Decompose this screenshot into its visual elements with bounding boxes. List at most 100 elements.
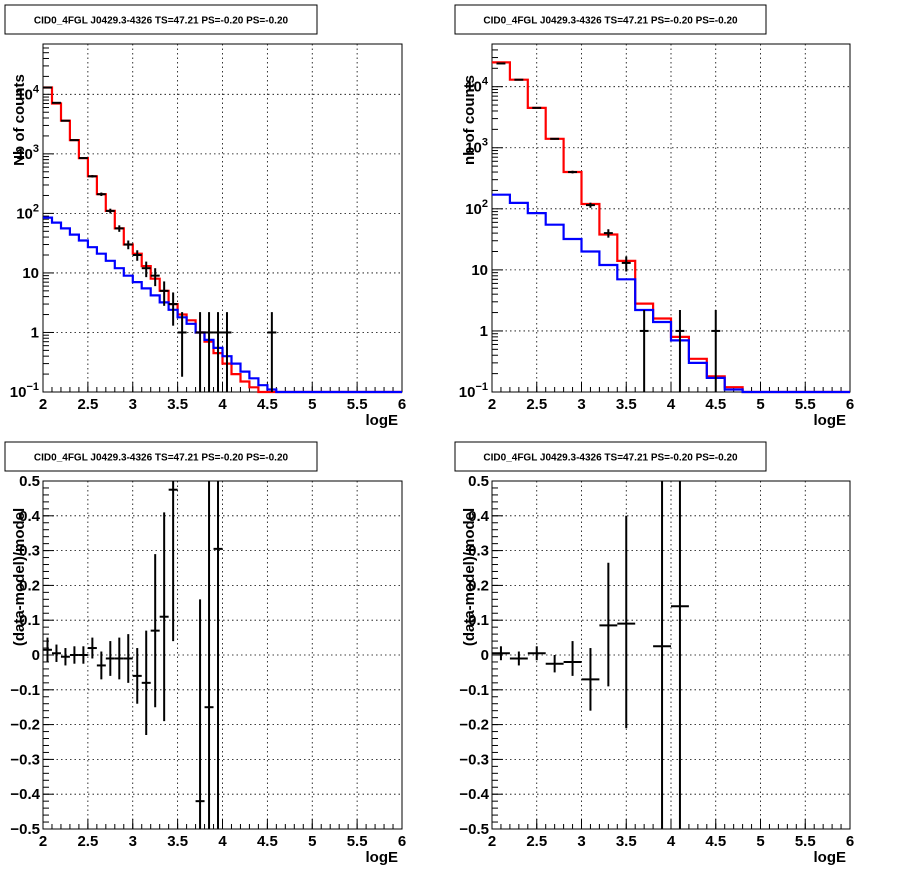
data-point [492,646,510,661]
data-point [150,268,160,287]
data-point [69,646,79,664]
y-tick-label: −0.3 [459,751,489,768]
data-point [585,202,595,208]
chart-title-box [4,4,318,35]
chart-title: CID0_4FGL J0429.3-4326 TS=47.21 PS=-0.20… [34,453,289,464]
x-tick-label: 5 [308,396,316,413]
x-tick-label: 6 [398,396,406,413]
chart-title: CID0_4FGL J0429.3-4326 TS=47.21 PS=-0.20… [483,16,738,27]
data-point [568,170,578,174]
x-tick-label: 3 [129,833,137,850]
data-point [599,562,618,687]
data-point [141,261,151,278]
y-tick-label: −0.4 [10,786,40,803]
y-tick-label: −0.5 [10,821,40,838]
y-tick-label: 0.4 [19,508,41,525]
data-point [150,554,160,708]
data-point [509,651,528,666]
data-point [159,512,169,722]
data-point [581,648,600,711]
data-point [532,106,542,109]
chart-1: CID0_4FGL J0429.3-4326 TS=47.21 PS=-0.20… [4,4,406,429]
data-point [195,312,205,392]
x-axis-label: logE [366,849,399,866]
x-tick-label: 2.5 [526,396,547,413]
x-tick-label: 4.5 [705,396,726,413]
data-point [78,157,88,160]
y-axis-label: (data-model)/model [461,508,478,646]
data-point [60,119,70,122]
y-tick-label: −0.2 [459,717,489,734]
x-tick-label: 5.5 [347,833,368,850]
y-tick-label: 10−1 [459,381,488,401]
x-tick-label: 4 [218,396,227,413]
y-tick-label: 1 [31,324,39,341]
plot-frame [491,480,851,830]
chart-3: CID0_4FGL J0429.3-4326 TS=47.21 PS=-0.20… [4,441,406,866]
plot-frame [42,480,403,830]
data-point [105,208,115,214]
x-tick-label: 6 [846,833,854,850]
data-point [87,175,97,178]
y-axis-label: (data-model)/model [11,508,28,646]
y-tick-label: 0.1 [19,612,40,629]
chart-title-box [4,441,318,472]
x-tick-label: 6 [398,833,406,850]
data-point [78,646,88,664]
data-point [87,637,97,659]
data-point [60,648,70,666]
data-point [653,481,671,829]
data-point [168,292,178,326]
y-tick-label: −0.4 [459,786,489,803]
data-point [195,599,205,829]
data-point [177,312,187,377]
data-point [51,644,61,662]
y-tick-label: 1 [480,323,488,340]
data-point [69,139,79,142]
data-point [43,86,52,89]
y-tick-label: 10 [471,262,488,279]
data-point [563,641,582,676]
y-tick-label: 102 [465,198,488,218]
data-point [671,481,689,829]
data-point [159,281,169,306]
x-tick-label: 3.5 [616,396,637,413]
y-tick-label: 0.3 [468,543,489,560]
x-tick-label: 3.5 [616,833,637,850]
y-tick-label: 0.2 [468,577,489,594]
data-point [114,637,124,680]
y-axis-label: Nb of counts [11,74,28,166]
x-tick-label: 4.5 [257,396,278,413]
y-tick-label: −0.1 [459,682,489,699]
data-point [213,481,223,829]
data-point [105,641,115,676]
x-tick-label: 3 [577,833,585,850]
x-axis-label: logE [814,849,847,866]
chart-4: CID0_4FGL J0429.3-4326 TS=47.21 PS=-0.20… [454,441,854,866]
data-point [96,651,106,680]
x-axis-label: logE [366,412,399,429]
x-tick-label: 4 [218,833,227,850]
y-tick-label: −0.1 [10,682,40,699]
data-point [545,655,564,673]
y-tick-label: 103 [465,137,488,157]
x-tick-label: 6 [846,396,854,413]
chart-title: CID0_4FGL J0429.3-4326 TS=47.21 PS=-0.20… [483,453,738,464]
data-point [141,630,151,736]
x-axis-label: logE [814,412,847,429]
data-point [621,256,631,272]
x-tick-label: 5 [756,396,764,413]
x-tick-label: 3 [129,396,137,413]
data-point [204,312,214,392]
data-point [617,515,636,729]
data-point [711,310,721,392]
y-tick-label: 0.2 [19,577,40,594]
data-point [204,481,214,829]
x-tick-label: 5.5 [795,396,816,413]
data-point [51,101,61,104]
x-tick-label: 4.5 [257,833,278,850]
y-axis-label: nb of counts [461,75,478,165]
x-tick-label: 2 [39,833,47,850]
data-point [213,312,223,392]
